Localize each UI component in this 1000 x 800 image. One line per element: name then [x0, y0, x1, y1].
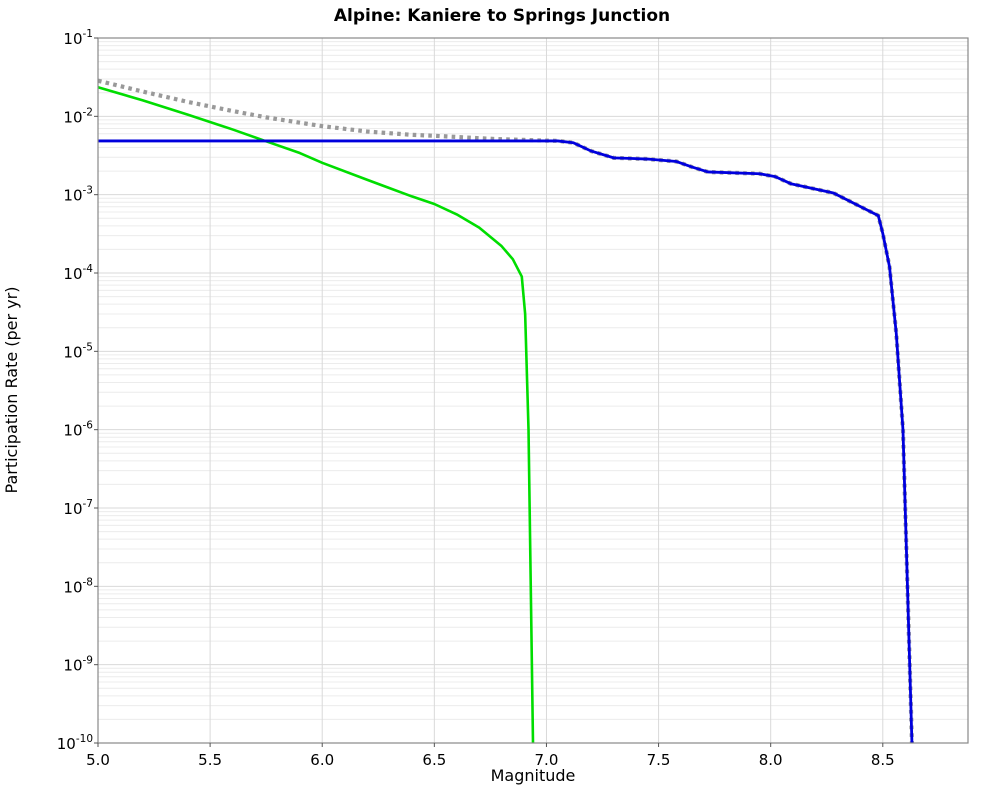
x-tick-label: 7.0	[535, 751, 559, 769]
x-tick-label: 7.5	[647, 751, 671, 769]
x-tick-label: 5.0	[86, 751, 110, 769]
y-axis-label: Participation Rate (per yr)	[2, 287, 21, 494]
y-tick-label: 10-8	[63, 576, 93, 596]
grid	[97, 37, 968, 744]
x-tick-label: 8.5	[871, 751, 895, 769]
series-curves	[97, 78, 915, 744]
x-axis-label: Magnitude	[491, 766, 576, 785]
x-tick-label: 8.0	[759, 751, 783, 769]
chart-title: Alpine: Kaniere to Springs Junction	[334, 6, 670, 26]
y-tick-label: 10-10	[57, 733, 93, 753]
x-tick-label: 6.5	[422, 751, 446, 769]
y-tick-label: 10-3	[63, 185, 93, 205]
y-tick-label: 10-9	[63, 655, 93, 675]
y-tick-label: 10-7	[63, 498, 93, 518]
y-tick-label: 10-4	[63, 263, 93, 283]
y-tick-label: 10-6	[63, 420, 93, 440]
y-tick-label: 10-2	[63, 106, 93, 126]
x-tick-label: 6.0	[310, 751, 334, 769]
plot-border	[97, 37, 969, 744]
x-tick-label: 5.5	[198, 751, 222, 769]
curve-green-solid-curve	[97, 86, 535, 744]
y-tick-label: 10-5	[63, 341, 93, 361]
axes	[94, 37, 969, 747]
tick-labels: 5.0 5.5 6.0 6.5 7.0 7.5 8.0 8.5 10-1 10-2 10-3 10-4…	[57, 28, 895, 769]
y-tick-label: 10-1	[63, 28, 93, 48]
curve-blue-solid-curve	[98, 139, 914, 744]
curve-gray-dotted-total-curve	[97, 78, 915, 744]
